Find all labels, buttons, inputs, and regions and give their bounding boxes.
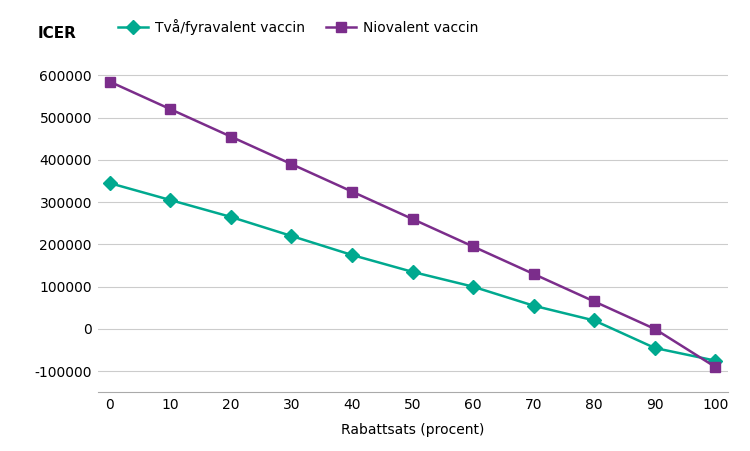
Niovalent vaccin — [590, 299, 598, 304]
Två/fyravalent vaccin — [530, 303, 538, 308]
Niovalent vaccin — [226, 134, 236, 139]
Line: Två/fyravalent vaccin: Två/fyravalent vaccin — [105, 178, 720, 365]
Text: ICER: ICER — [38, 26, 76, 41]
Två/fyravalent vaccin — [408, 269, 417, 275]
Två/fyravalent vaccin — [286, 233, 296, 239]
Niovalent vaccin — [530, 271, 538, 276]
Två/fyravalent vaccin — [650, 345, 659, 351]
Två/fyravalent vaccin — [711, 358, 720, 364]
Legend: Två/fyravalent vaccin, Niovalent vaccin: Två/fyravalent vaccin, Niovalent vaccin — [112, 14, 484, 41]
Niovalent vaccin — [105, 79, 114, 84]
Två/fyravalent vaccin — [469, 284, 478, 290]
Niovalent vaccin — [286, 161, 296, 167]
Två/fyravalent vaccin — [105, 180, 114, 186]
Niovalent vaccin — [650, 326, 659, 331]
Niovalent vaccin — [469, 244, 478, 249]
Niovalent vaccin — [408, 216, 417, 222]
Två/fyravalent vaccin — [166, 197, 175, 202]
Niovalent vaccin — [711, 364, 720, 370]
Två/fyravalent vaccin — [226, 214, 236, 220]
Två/fyravalent vaccin — [590, 318, 598, 323]
Line: Niovalent vaccin: Niovalent vaccin — [105, 77, 720, 372]
Niovalent vaccin — [166, 106, 175, 112]
Niovalent vaccin — [347, 189, 356, 194]
Två/fyravalent vaccin — [347, 252, 356, 258]
X-axis label: Rabattsats (procent): Rabattsats (procent) — [340, 423, 484, 437]
